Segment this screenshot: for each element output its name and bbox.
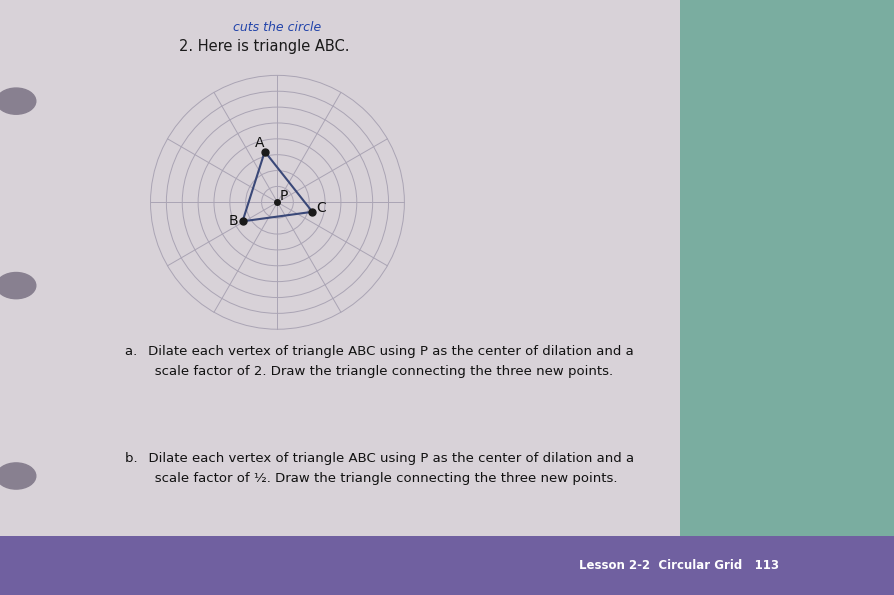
Text: a.  Dilate each vertex of triangle ABC using P as the center of dilation and a
 : a. Dilate each vertex of triangle ABC us… — [125, 345, 633, 378]
Bar — [679, 0, 894, 595]
Text: B: B — [228, 214, 238, 227]
Text: cuts the circle: cuts the circle — [232, 21, 321, 34]
Circle shape — [0, 463, 36, 489]
Text: P: P — [280, 189, 288, 203]
Text: 2. Here is triangle ABC.: 2. Here is triangle ABC. — [179, 39, 350, 54]
Text: Lesson 2-2  Circular Grid   113: Lesson 2-2 Circular Grid 113 — [578, 559, 778, 572]
Bar — [0, 536, 894, 595]
Text: A: A — [255, 136, 265, 150]
Circle shape — [0, 273, 36, 299]
Text: C: C — [316, 201, 325, 215]
Bar — [0, 0, 679, 595]
Circle shape — [0, 88, 36, 114]
Text: b.  Dilate each vertex of triangle ABC using P as the center of dilation and a
 : b. Dilate each vertex of triangle ABC us… — [125, 452, 634, 485]
